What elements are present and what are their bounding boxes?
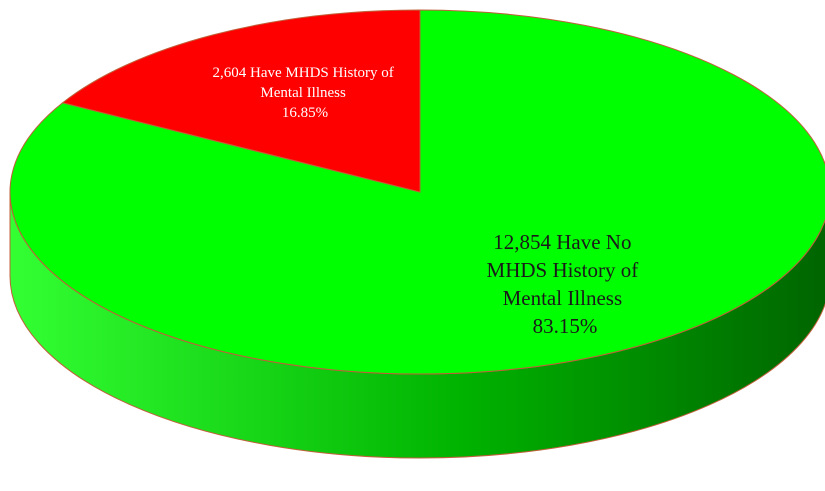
- slice-no-history: [9, 9, 825, 375]
- pie-top-layer: [9, 9, 825, 375]
- pie-label-layer: 12,854 Have No MHDS History of Mental Il…: [213, 65, 644, 338]
- slice-label-has-history: 2,604 Have MHDS History of Mental Illnes…: [213, 65, 398, 121]
- slice-has-history: [61, 9, 421, 193]
- slice-label-no-history: 12,854 Have No MHDS History of Mental Il…: [487, 230, 644, 338]
